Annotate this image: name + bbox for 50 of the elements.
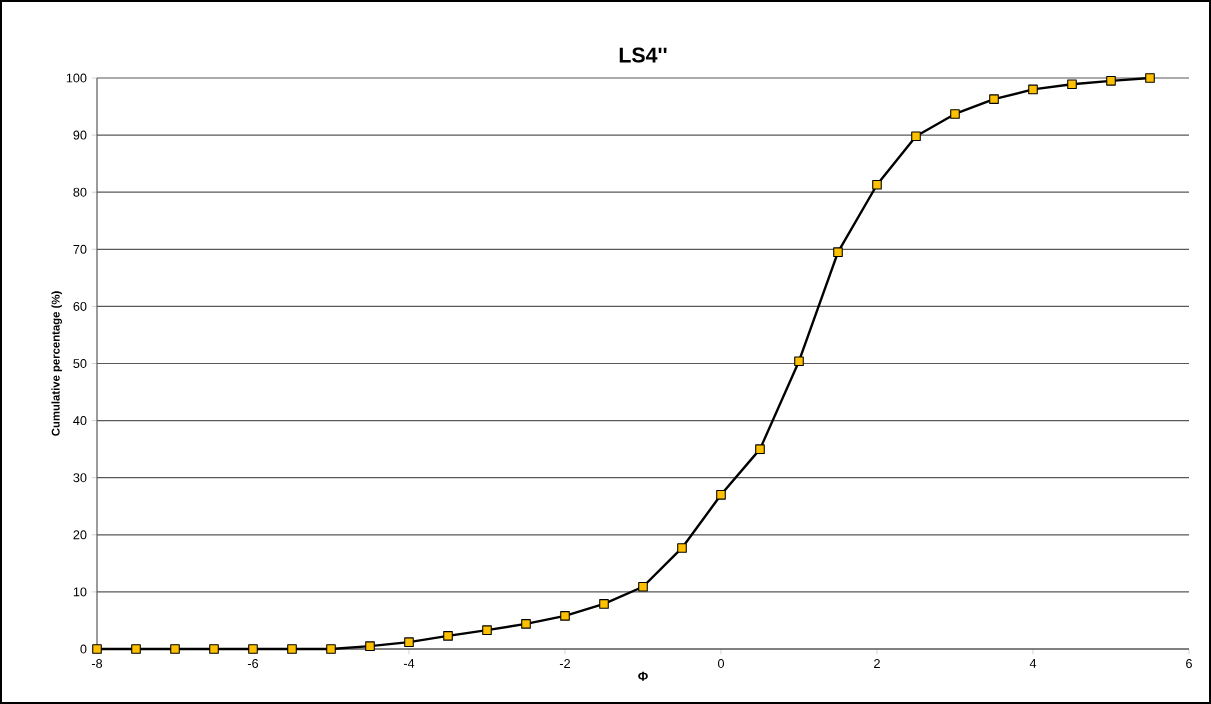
point: [599, 599, 609, 609]
point: [638, 581, 648, 592]
y-tick-label: 40: [73, 416, 87, 426]
point: [131, 644, 141, 654]
y-tick-label: 20: [73, 530, 87, 540]
y-tick-label: 90: [73, 130, 87, 140]
x-tick-label: 4: [1029, 659, 1037, 668]
x-tick-label: -4: [403, 659, 415, 668]
y-tick-label: 50: [73, 359, 87, 368]
point: [950, 109, 960, 119]
point: [872, 179, 882, 190]
point: [677, 543, 687, 553]
point: [287, 644, 297, 654]
point: [521, 619, 531, 629]
x-axis-title: Φ: [638, 671, 648, 681]
x-tick-label: 0: [717, 659, 725, 669]
y-tick-label: 70: [73, 244, 87, 254]
point: [326, 644, 336, 654]
point: [443, 631, 453, 641]
point: [794, 356, 804, 367]
x-tick-label: -6: [247, 659, 259, 669]
y-tick-label: 10: [73, 587, 87, 597]
point: [365, 641, 375, 651]
point: [1028, 84, 1038, 95]
y-tick-label: 80: [73, 187, 87, 197]
point: [716, 490, 726, 500]
point: [911, 131, 921, 142]
x-tick-label: 6: [1186, 659, 1192, 669]
point: [560, 611, 570, 621]
point: [755, 444, 765, 454]
y-axis-title: Cumulative percentage (%): [51, 291, 62, 436]
x-tick-label: -2: [559, 659, 570, 668]
y-tick-label: 60: [73, 301, 87, 311]
point: [209, 644, 219, 654]
point: [248, 644, 258, 654]
point: [1106, 76, 1116, 86]
y-tick-label: 30: [73, 473, 87, 483]
point: [482, 625, 492, 635]
point: [1145, 73, 1155, 83]
y-tick-label: 0: [80, 644, 87, 654]
point: [92, 644, 102, 654]
point: [1067, 79, 1077, 90]
point: [404, 637, 414, 647]
point: [170, 644, 180, 654]
chart-title: LS4'': [619, 47, 667, 63]
y-tick-label: 100: [66, 73, 87, 83]
x-tick-label: 2: [874, 659, 880, 668]
point: [989, 94, 999, 104]
x-tick-label: -8: [91, 659, 103, 669]
point: [833, 247, 843, 257]
